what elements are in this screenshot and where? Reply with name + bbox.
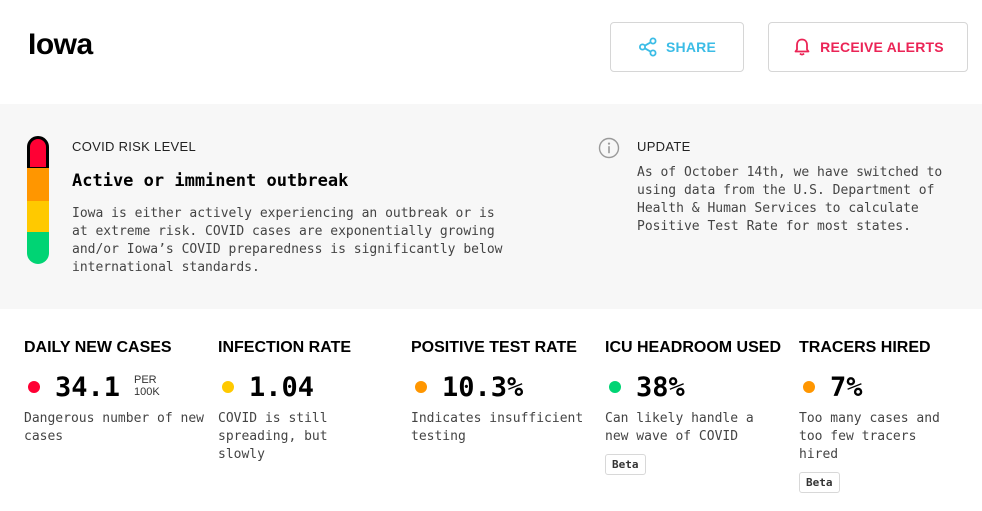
metric-daily-new-cases[interactable]: DAILY NEW CASES 34.1 PER 100K Dangerous …: [24, 339, 204, 446]
risk-level-heading: Active or imminent outbreak: [72, 171, 349, 191]
beta-badge: Beta: [605, 454, 646, 475]
metric-title: TRACERS HIRED: [799, 339, 931, 356]
status-dot: [28, 381, 40, 393]
metric-title: POSITIVE TEST RATE: [411, 339, 577, 356]
page-header: Iowa SHARE RECEIVE ALERTS: [0, 0, 982, 104]
receive-alerts-label: RECEIVE ALERTS: [820, 39, 944, 55]
metric-description: Dangerous number of new cases: [24, 411, 205, 444]
metric-value: 34.1: [55, 372, 121, 403]
metric-icu-headroom-used[interactable]: ICU HEADROOM USED 38% Can likely handle …: [605, 339, 785, 475]
metric-value: 10.3%: [442, 372, 524, 403]
risk-segment-orange: [27, 168, 49, 201]
metric-unit: PER 100K: [134, 374, 160, 398]
status-dot: [415, 381, 427, 393]
status-dot: [609, 381, 621, 393]
metric-value: 7%: [830, 372, 863, 403]
metric-unit-line2: 100K: [134, 386, 160, 398]
metric-positive-test-rate[interactable]: POSITIVE TEST RATE 10.3% Indicates insuf…: [411, 339, 591, 446]
risk-segment-green: [27, 232, 49, 264]
receive-alerts-button[interactable]: RECEIVE ALERTS: [768, 22, 968, 72]
info-icon[interactable]: [598, 137, 620, 159]
share-label: SHARE: [665, 39, 716, 55]
metric-title: DAILY NEW CASES: [24, 339, 172, 356]
metric-description: Too many cases and too few tracers hired: [799, 411, 940, 462]
metric-value: 1.04: [249, 372, 315, 403]
update-text: As of October 14th, we have switched to …: [637, 165, 943, 234]
share-icon: [638, 37, 657, 57]
metric-description: Indicates insufficient testing: [411, 411, 584, 444]
metric-title: ICU HEADROOM USED: [605, 339, 782, 356]
risk-description: Iowa is either actively experiencing an …: [72, 206, 503, 275]
risk-summary-panel: [0, 104, 982, 309]
bell-icon: [794, 38, 810, 56]
update-label: UPDATE: [637, 139, 691, 154]
status-dot: [803, 381, 815, 393]
metric-title: INFECTION RATE: [218, 339, 352, 356]
metric-description: COVID is still spreading, but slowly: [218, 411, 328, 462]
metric-value: 38%: [636, 372, 685, 403]
risk-level-thermometer: [27, 136, 49, 264]
status-dot: [222, 381, 234, 393]
risk-label: COVID RISK LEVEL: [72, 139, 197, 154]
page-title: Iowa: [28, 28, 93, 61]
risk-segment-yellow: [27, 201, 49, 232]
metric-tracers-hired[interactable]: TRACERS HIRED 7% Too many cases and too …: [799, 339, 959, 493]
risk-segment-red: [27, 136, 49, 170]
metric-infection-rate[interactable]: INFECTION RATE 1.04 COVID is still sprea…: [218, 339, 388, 464]
beta-badge: Beta: [799, 472, 840, 493]
metric-unit-line1: PER: [134, 374, 157, 386]
metric-description: Can likely handle a new wave of COVID: [605, 411, 754, 444]
share-button[interactable]: SHARE: [610, 22, 744, 72]
